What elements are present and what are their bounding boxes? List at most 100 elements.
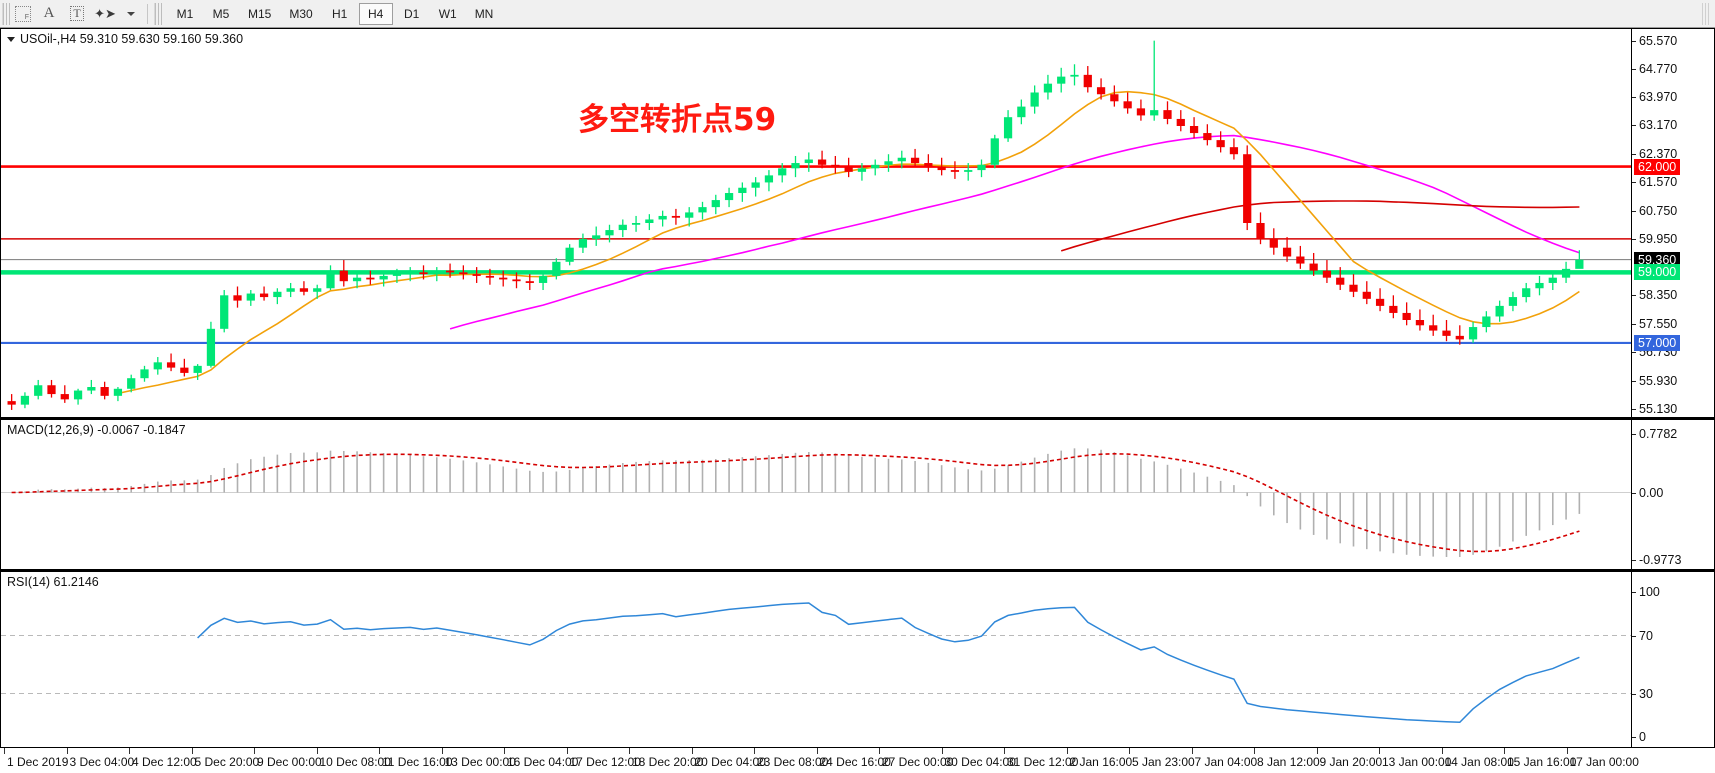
text-label-icon[interactable]: A (36, 2, 62, 26)
time-axis[interactable]: 1 Dec 2019 3 Dec 04:00 4 Dec 12:00 5 Dec 20… (0, 748, 1715, 773)
time-axis-label: 3 Dec 04:00 (69, 755, 135, 769)
y-tick (1632, 693, 1636, 695)
time-axis-label: 8 Jan 12:00 (1257, 755, 1320, 769)
symbol-header-text: USOil-,H4 59.310 59.630 59.160 59.360 (20, 32, 244, 46)
timeframe-h1[interactable]: H1 (332, 6, 348, 21)
time-axis-label: 20 Dec 04:00 (694, 755, 766, 769)
chart-annotation-text: 多空转折点59 (578, 102, 777, 138)
timeframe-w1[interactable]: W1 (438, 6, 457, 21)
price-y-label: 63.970 (1639, 90, 1678, 105)
timeframe-grip-handle[interactable] (154, 2, 163, 25)
rsi-y-label: 0 (1639, 730, 1646, 744)
y-tick (1632, 408, 1636, 410)
support-level-badge[interactable]: 59.000 (1634, 264, 1681, 281)
time-tick (1191, 748, 1193, 754)
time-axis-label: 13 Dec 00:00 (444, 755, 516, 769)
timeframe-h4[interactable]: H4 (358, 2, 393, 25)
price-plot[interactable] (1, 29, 1631, 417)
time-tick (1066, 748, 1068, 754)
time-axis-label: 4 Dec 12:00 (132, 755, 197, 769)
time-axis-label: 10 Dec 08:00 (319, 755, 391, 769)
y-tick (1632, 323, 1636, 325)
time-tick (1379, 748, 1380, 754)
price-pane[interactable]: USOil-,H4 59.310 59.630 59.160 59.360 65… (0, 28, 1715, 418)
time-tick (1504, 748, 1505, 754)
timeframe-m5[interactable]: M5 (212, 6, 230, 21)
time-tick (1004, 748, 1005, 754)
time-axis-label: 30 Dec 04:00 (944, 755, 1016, 769)
time-tick (754, 748, 755, 754)
toolbar-overflow-grip[interactable] (1702, 2, 1711, 25)
rsi-y-label: 100 (1639, 585, 1660, 599)
y-tick (1632, 635, 1636, 637)
time-tick (191, 748, 193, 754)
crosshair-fib-icon[interactable]: F (12, 2, 34, 26)
time-tick (316, 748, 318, 754)
time-tick (879, 748, 880, 754)
time-tick (441, 748, 443, 754)
price-y-label: 60.750 (1639, 203, 1678, 218)
price-y-axis[interactable]: 65.570 64.770 63.970 63.170 62.370 61.570 60.7… (1631, 29, 1714, 417)
price-y-label: 55.930 (1639, 373, 1678, 388)
timeframe-m1[interactable]: M1 (176, 6, 194, 21)
fib-grid-icon: F (15, 5, 31, 22)
time-axis-label: 23 Dec 08:00 (757, 755, 829, 769)
time-axis-label: 9 Dec 00:00 (257, 755, 322, 769)
current-price-badge[interactable]: 59.360 (1634, 251, 1681, 268)
time-tick (1129, 748, 1130, 754)
time-tick (129, 748, 130, 754)
symbol-header[interactable]: USOil-,H4 59.310 59.630 59.160 59.360 (7, 32, 243, 46)
price-y-label: 55.130 (1639, 401, 1678, 416)
objects-icon[interactable]: ✦➤ (92, 2, 118, 26)
lower-support-badge[interactable]: 57.000 (1634, 334, 1681, 351)
timeframe-group: M1 M5 M15 M30 H1 H4 D1 W1 MN (167, 2, 502, 25)
time-tick (504, 748, 505, 754)
macd-y-label: 0.7782 (1639, 427, 1678, 441)
price-y-label: 61.570 (1639, 174, 1678, 189)
y-tick (1632, 238, 1636, 240)
y-tick (1632, 592, 1636, 593)
y-tick (1632, 380, 1636, 382)
timeframe-mn[interactable]: MN (474, 6, 494, 21)
price-y-label: 64.770 (1639, 61, 1678, 76)
time-axis-label: 2 Jan 16:00 (1069, 755, 1133, 769)
toolbar-grip-handle[interactable] (2, 2, 11, 25)
macd-header: MACD(12,26,9) -0.0067 -0.1847 (7, 423, 186, 437)
rsi-header: RSI(14) 61.2146 (7, 575, 99, 589)
time-axis-label: 11 Dec 16:00 (382, 755, 453, 769)
objects-dropdown-button[interactable] (120, 2, 142, 26)
time-tick (1441, 748, 1443, 754)
rsi-plot[interactable] (1, 572, 1631, 747)
resistance-level-badge[interactable]: 62.000 (1634, 158, 1681, 175)
rsi-y-axis[interactable]: 100 70 30 0 (1631, 572, 1714, 747)
letter-t-box-icon: T (70, 6, 84, 21)
y-tick (1632, 68, 1636, 70)
time-tick (1566, 748, 1568, 754)
time-axis-label: 31 Dec 12:00 (1007, 755, 1079, 769)
timeframe-m30[interactable]: M30 (289, 6, 313, 21)
toolbar-divider (147, 3, 148, 24)
time-axis-label: 17 Jan 00:00 (1569, 755, 1639, 769)
time-axis-label: 24 Dec 16:00 (819, 755, 891, 769)
macd-y-axis[interactable]: 0.7782 0.00 -0.9773 (1631, 420, 1714, 569)
macd-pane[interactable]: MACD(12,26,9) -0.0067 -0.1847 0.7782 0.00… (0, 418, 1715, 570)
rsi-y-label: 70 (1639, 628, 1653, 643)
y-tick (1632, 40, 1636, 42)
chevron-down-icon[interactable] (7, 36, 15, 42)
time-tick (941, 748, 943, 754)
rsi-y-label: 30 (1639, 686, 1653, 701)
letter-a-icon: A (43, 5, 55, 21)
time-axis-label: 9 Jan 20:00 (1319, 755, 1383, 769)
rsi-pane[interactable]: RSI(14) 61.2146 100 70 30 0 (0, 570, 1715, 748)
price-y-label: 57.550 (1639, 316, 1678, 331)
macd-plot[interactable] (1, 420, 1631, 569)
timeframe-d1[interactable]: D1 (404, 6, 420, 21)
timeframe-m15[interactable]: M15 (248, 6, 272, 21)
time-tick (379, 748, 380, 754)
time-tick (4, 748, 5, 754)
time-axis-label: 17 Dec 12:00 (569, 755, 641, 769)
time-axis-label: 27 Dec 00:00 (882, 755, 954, 769)
text-box-icon[interactable]: T (64, 2, 90, 26)
shapes-icon: ✦➤ (94, 5, 116, 21)
y-tick (1632, 125, 1636, 127)
